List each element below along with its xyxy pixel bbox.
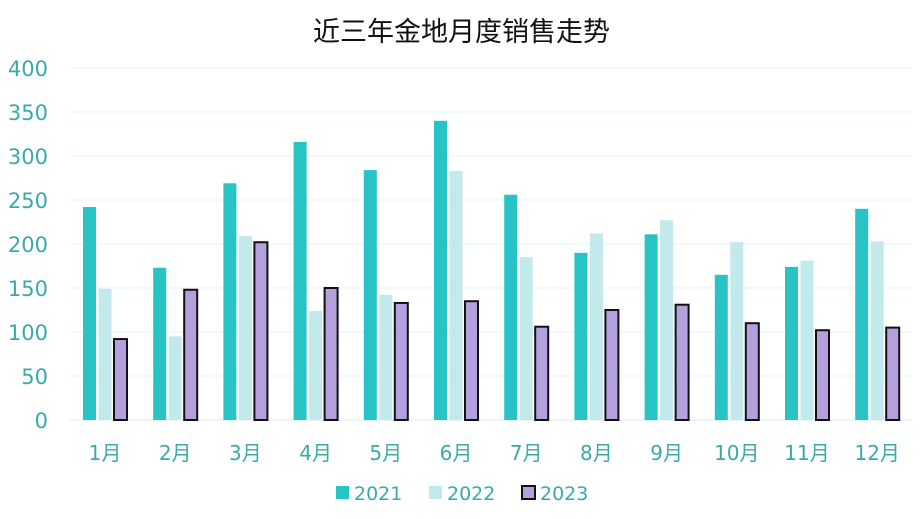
bar-2023-5月 bbox=[393, 301, 409, 421]
bar-2021-3月 bbox=[223, 183, 237, 420]
bar-2021-12月 bbox=[855, 208, 869, 420]
bar-2022-4月 bbox=[309, 310, 323, 420]
bar-2021-8月 bbox=[574, 252, 588, 420]
bar-2022-1月 bbox=[98, 288, 112, 420]
bar-2023-8月 bbox=[604, 309, 620, 421]
bar-2022-3月 bbox=[238, 236, 252, 420]
bar-2021-10月 bbox=[714, 274, 728, 420]
y-tick-label: 150 bbox=[8, 277, 48, 301]
y-tick-label: 50 bbox=[21, 365, 48, 389]
bar-2023-7月 bbox=[534, 325, 550, 421]
bar-2023-6月 bbox=[464, 300, 479, 422]
y-tick-label: 300 bbox=[8, 145, 48, 169]
x-tick-label: 3月 bbox=[229, 441, 262, 465]
x-tick-label: 6月 bbox=[440, 441, 473, 465]
x-tick-label: 1月 bbox=[89, 441, 122, 465]
bar-2021-7月 bbox=[504, 194, 518, 420]
bar-2022-11月 bbox=[800, 260, 814, 420]
x-tick-label: 2月 bbox=[159, 441, 192, 465]
bar-2023-11月 bbox=[815, 329, 830, 421]
y-tick-label: 0 bbox=[35, 409, 48, 433]
bar-2023-2月 bbox=[183, 288, 199, 422]
x-tick-label: 7月 bbox=[510, 441, 543, 465]
bar-2021-5月 bbox=[363, 170, 377, 420]
x-tick-label: 10月 bbox=[714, 441, 759, 465]
y-tick-label: 200 bbox=[8, 233, 48, 257]
bar-2021-1月 bbox=[83, 207, 96, 420]
x-tick-label: 5月 bbox=[369, 441, 402, 465]
bar-2023-9月 bbox=[674, 303, 690, 421]
bar-2021-4月 bbox=[293, 141, 307, 421]
legend-label: 2022 bbox=[447, 483, 495, 505]
bar-2022-8月 bbox=[589, 233, 603, 420]
x-tick-label: 9月 bbox=[650, 441, 683, 465]
bar-2022-7月 bbox=[519, 257, 533, 420]
y-tick-label: 250 bbox=[8, 189, 48, 213]
x-tick-label: 8月 bbox=[580, 441, 613, 465]
x-tick-label: 4月 bbox=[299, 441, 332, 465]
legend-label: 2021 bbox=[354, 483, 402, 505]
legend-label: 2023 bbox=[540, 483, 588, 505]
bar-2023-10月 bbox=[744, 322, 760, 422]
x-tick-label: 12月 bbox=[854, 441, 899, 465]
bar-2022-9月 bbox=[660, 220, 674, 420]
bar-2022-12月 bbox=[870, 241, 884, 420]
bar-2023-12月 bbox=[885, 326, 901, 422]
bar-2023-4月 bbox=[323, 287, 339, 421]
bar-2022-10月 bbox=[730, 242, 744, 420]
y-tick-label: 400 bbox=[8, 57, 48, 81]
bar-2021-6月 bbox=[434, 120, 447, 421]
bar-2021-9月 bbox=[644, 234, 658, 420]
bar-2023-3月 bbox=[253, 241, 269, 421]
y-tick-label: 350 bbox=[8, 101, 48, 125]
bar-2022-5月 bbox=[379, 295, 393, 420]
legend-swatch-2021 bbox=[336, 486, 349, 499]
x-tick-label: 11月 bbox=[784, 441, 829, 465]
bar-2023-1月 bbox=[113, 338, 128, 422]
chart-title: 近三年金地月度销售走势 bbox=[313, 17, 610, 48]
legend-swatch-2022 bbox=[429, 486, 442, 499]
bar-2022-2月 bbox=[168, 336, 182, 420]
bar-2021-11月 bbox=[785, 266, 798, 420]
bar-2021-2月 bbox=[153, 267, 167, 420]
bar-2022-6月 bbox=[449, 170, 463, 420]
legend-swatch-2023 bbox=[521, 485, 536, 500]
y-tick-label: 100 bbox=[8, 321, 48, 345]
